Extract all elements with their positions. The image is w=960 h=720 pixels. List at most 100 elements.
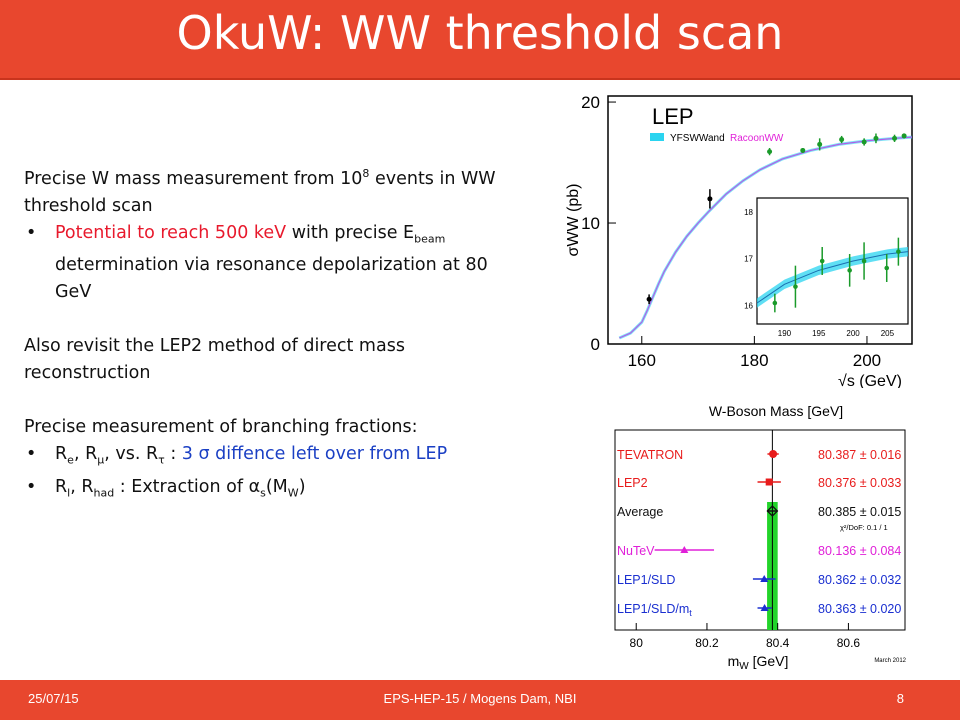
bullet-dot: • xyxy=(26,476,37,497)
legend-label-racoonww: RacoonWW xyxy=(730,133,784,144)
data-point xyxy=(861,139,867,145)
y-tick-label: 0 xyxy=(591,335,600,354)
bullet-potential: • Potential to reach 500 keV with precis… xyxy=(24,220,524,307)
text-b1-sub: beam xyxy=(414,232,446,246)
chart-title-lep: LEP xyxy=(652,104,694,129)
data-point xyxy=(839,137,845,143)
wmass-x-tick-label: 80.4 xyxy=(766,636,790,650)
text-b1-a: with precise E xyxy=(286,222,415,243)
text-b3-c: ) xyxy=(298,476,306,497)
wmass-row-name: LEP2 xyxy=(617,476,648,490)
inset-y-tick-label: 18 xyxy=(744,208,753,217)
text-b3-r: R xyxy=(55,476,68,497)
wmass-row-value: 80.362 ± 0.032 xyxy=(818,573,901,587)
inset-theory-line xyxy=(756,251,909,304)
wmass-plot-frame xyxy=(614,429,906,631)
data-point xyxy=(817,141,823,147)
data-point xyxy=(800,147,806,153)
y-tick-label: 20 xyxy=(581,93,600,112)
inset-data-point xyxy=(819,258,825,264)
text-b2-r: R xyxy=(55,444,68,465)
text-p1-sup: 8 xyxy=(362,167,370,180)
bullet-hadron-ratios: • Rl, Rhad : Extraction of αs(MW) xyxy=(24,474,524,507)
wmass-row-value: 80.136 ± 0.084 xyxy=(818,544,901,558)
data-point xyxy=(892,135,898,141)
data-point xyxy=(707,196,713,202)
data-point xyxy=(873,135,879,141)
paragraph-branching: Precise measurement of branching fractio… xyxy=(24,417,418,438)
y-axis-label: σWW (pb) xyxy=(565,184,582,257)
wmass-row-name: LEP1/SLD/mt xyxy=(617,602,692,618)
title-bar: OkuW: WW threshold scan xyxy=(0,0,960,80)
wmass-marker-triangle xyxy=(760,575,769,582)
inset-data-point xyxy=(772,300,778,306)
inset-frame xyxy=(756,197,909,325)
wmass-x-axis-label: mW [GeV] xyxy=(728,653,789,672)
text-b3-sub4: W xyxy=(287,486,299,500)
inset-data-point xyxy=(861,258,867,264)
text-b2-blue: 3 σ diffence left over from LEP xyxy=(181,444,448,465)
inset-x-tick-label: 195 xyxy=(812,329,826,338)
x-tick-label: 180 xyxy=(740,351,768,370)
bullet-dot: • xyxy=(26,222,37,243)
footer-center: EPS-HEP-15 / Mogens Dam, NBI xyxy=(383,691,577,706)
text-b2-colon: : xyxy=(164,444,182,465)
wmass-date-note: March 2012 xyxy=(874,658,906,664)
wmass-row-name: Average xyxy=(617,505,663,519)
w-mass-chart: W-Boson Mass [GeV] TEVATRON 80.387 ± 0.016… xyxy=(614,403,907,672)
text-b1-b: determination via resonance depolarizati… xyxy=(55,255,488,303)
paragraph-lep2: Also revisit the LEP2 method of direct m… xyxy=(24,336,405,384)
data-point xyxy=(901,133,907,139)
text-b2-sub3: τ xyxy=(158,453,165,467)
inset-x-tick-label: 190 xyxy=(778,329,792,338)
wmass-marker-diamond xyxy=(766,505,779,517)
wmass-row-value: 80.387 ± 0.016 xyxy=(818,448,901,462)
wmass-x-tick-label: 80.6 xyxy=(837,636,861,650)
footer-date: 25/07/15 xyxy=(28,691,79,706)
wmass-row-name: TEVATRON xyxy=(617,448,683,462)
y-tick-label: 10 xyxy=(581,214,600,233)
inset-data-point xyxy=(884,265,890,271)
x-axis-label: √s (GeV) xyxy=(838,373,902,388)
text-b3-sub3: s xyxy=(260,486,266,500)
text-b2-sub2: μ xyxy=(97,453,105,467)
footer-page-number: 8 xyxy=(896,691,904,706)
wmass-row-value: 80.376 ± 0.033 xyxy=(818,476,901,490)
text-b1-red: Potential to reach 500 keV xyxy=(55,222,287,243)
data-point xyxy=(646,296,652,302)
bullet-dot: • xyxy=(26,444,37,465)
wmass-chi2: χ²/DoF: 0.1 / 1 xyxy=(840,523,888,532)
wmass-x-tick-label: 80.2 xyxy=(695,636,719,650)
bullet-lepton-ratios: • Re, Rμ, vs. Rτ : 3 σ diffence left ove… xyxy=(24,441,524,474)
text-b2-sub1: e xyxy=(67,453,74,467)
footer-bar: 25/07/15 EPS-HEP-15 / Mogens Dam, NBI 8 xyxy=(0,680,960,720)
wmass-marker-triangle xyxy=(760,604,769,611)
text-b2-sep1: , R xyxy=(73,444,98,465)
data-point xyxy=(767,149,773,155)
text-b2-sep2: , vs. R xyxy=(104,444,159,465)
wmass-chart-title: W-Boson Mass [GeV] xyxy=(709,403,843,419)
text-p1-a: Precise W mass measurement from 10 xyxy=(24,168,363,189)
curve-racoonww xyxy=(619,136,913,339)
wmass-row-name: NuTeV xyxy=(617,544,655,558)
wmass-x-tick-label: 80 xyxy=(630,636,644,650)
inset-x-tick-label: 200 xyxy=(846,329,860,338)
text-p1-b: events in WW threshold scan xyxy=(24,168,496,216)
slide-title: OkuW: WW threshold scan xyxy=(176,6,784,60)
legend-label-and: and xyxy=(708,133,725,144)
inset-data-point xyxy=(847,268,852,273)
text-b3-sub2: had xyxy=(93,486,115,500)
legend-swatch xyxy=(650,133,664,141)
wmass-marker-triangle xyxy=(680,546,689,553)
inset-y-tick-label: 16 xyxy=(744,301,753,310)
wmass-row-value: 80.363 ± 0.020 xyxy=(818,602,901,616)
x-tick-label: 160 xyxy=(628,351,656,370)
legend-label-yfsww: YFSWW xyxy=(670,133,709,144)
wmass-marker-star xyxy=(769,450,778,458)
ww-cross-section-chart: 160 180 200 0 10 20 σWW (pb) √s (GeV) LEP YFSWW an… xyxy=(565,93,913,388)
text-b3-sep1: , R xyxy=(70,476,94,497)
inset-data-point xyxy=(793,284,798,289)
wmass-row-value: 80.385 ± 0.015 xyxy=(818,505,901,519)
text-b3-a: : Extraction of α xyxy=(114,476,261,497)
wmass-row-name: LEP1/SLD xyxy=(617,573,675,587)
